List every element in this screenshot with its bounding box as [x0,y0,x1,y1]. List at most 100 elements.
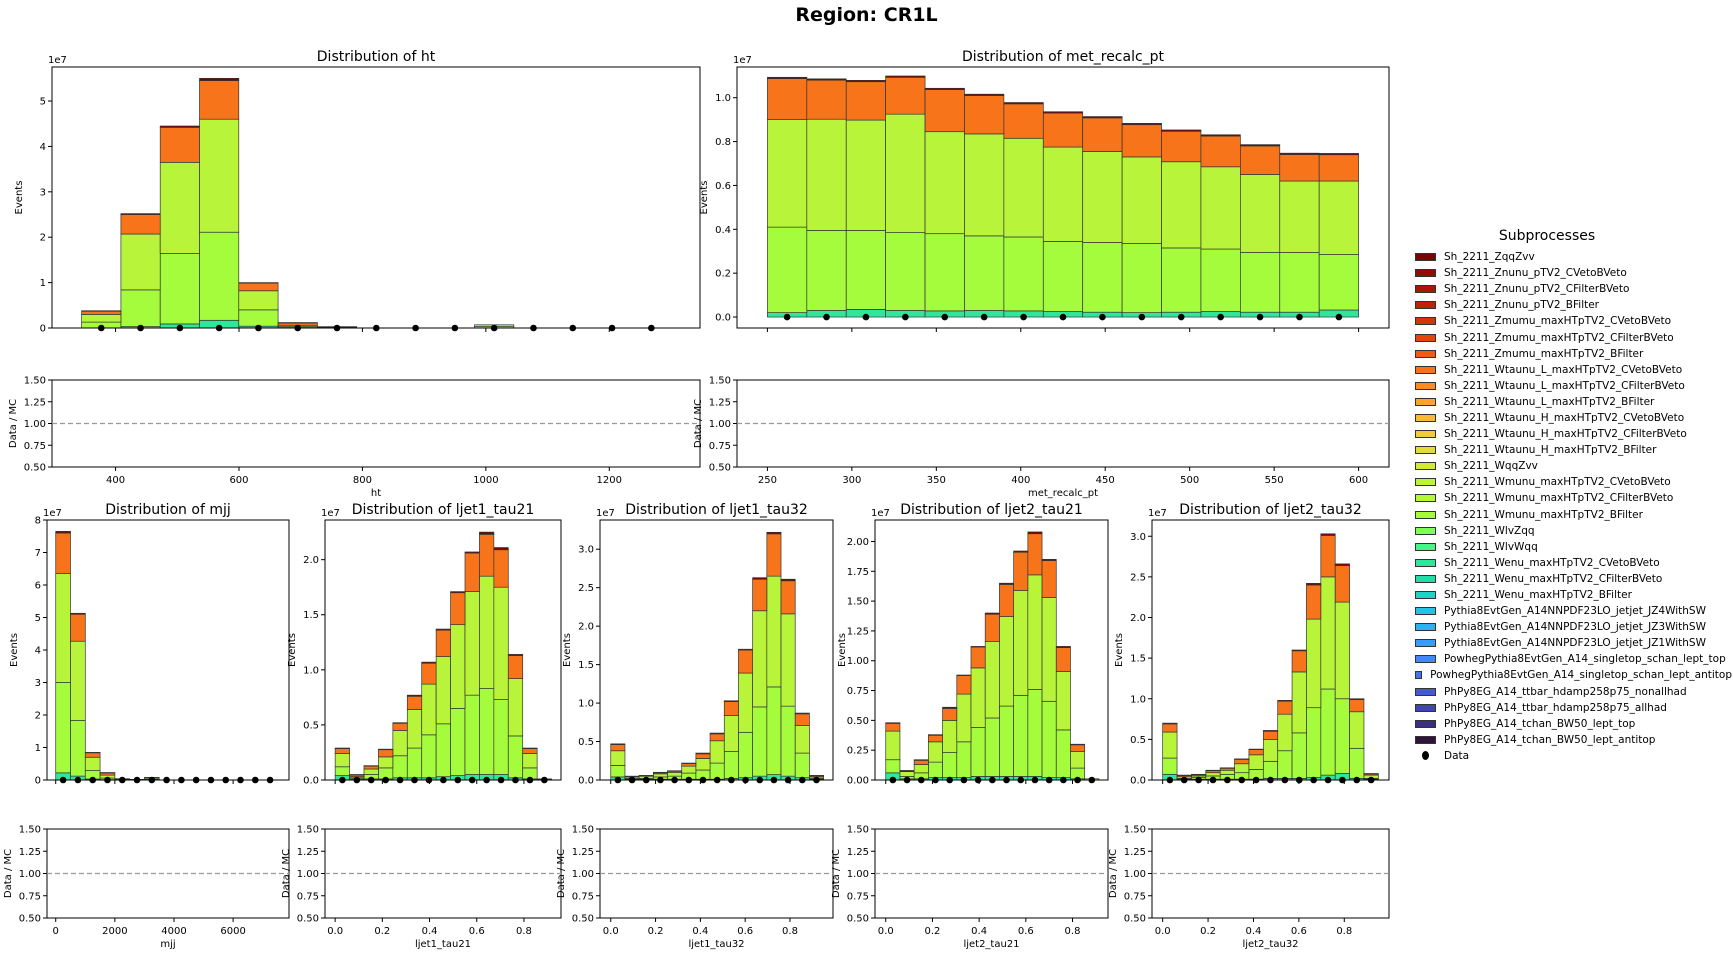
histogram-bar [1279,152,1320,155]
histogram-bar [1291,650,1307,673]
histogram-bar [780,613,796,707]
histogram-bar [1240,144,1281,147]
x-tick-label: 0.0 [1155,926,1171,937]
histogram-bar [652,771,668,774]
histogram-bar [610,744,626,752]
histogram-bar [493,549,509,588]
y-tick-label: 0.5 [578,737,594,748]
y-tick-label: 7 [35,548,41,559]
histogram-bar [913,759,929,765]
y-tick-label: 2.0 [303,555,319,566]
y-tick-label: 0.2 [715,269,731,280]
legend-label: Data [1444,749,1470,762]
histogram-bar [999,616,1014,707]
ratio-y-axis-label: Data / MC [1108,849,1119,898]
histogram-bar [421,662,437,685]
x-tick-label: 0.4 [422,926,438,937]
histogram-bar [55,573,71,683]
histogram-bar [120,213,161,215]
legend-entry: PowhegPythia8EvtGen_A14_singletop_schan_… [1412,651,1732,667]
histogram-bar [464,552,480,592]
histogram-bar [1041,597,1057,702]
histogram-bar [81,310,122,315]
histogram-bar [1219,769,1235,775]
histogram-bar [493,699,509,775]
histogram-bar [435,628,451,631]
histogram-bar [885,75,926,78]
histogram-bar [738,731,753,779]
ratio-y-tick-label: 0.50 [572,914,594,925]
histogram-bar [794,713,810,726]
histogram-bar [845,80,886,83]
histogram-bar [55,531,71,534]
histogram-bar [738,648,753,651]
histogram-bar [1306,584,1322,620]
legend-swatch [1415,365,1436,374]
histogram-bar [1234,763,1250,774]
legend-label: PhPy8EG_A14_ttbar_hdamp258p75_nonallhad [1444,685,1687,698]
y-tick-label: 0.50 [847,716,869,727]
histogram-bar [199,231,240,321]
histogram-bar [956,675,972,695]
ratio-y-tick-label: 0.75 [1124,891,1146,902]
ratio-y-tick-label: 0.75 [572,891,594,902]
histogram-bar [1055,671,1071,731]
y-scale-label: 1e7 [1148,508,1167,519]
histogram-bar [1191,773,1207,776]
legend-label: PowhegPythia8EvtGen_A14_singletop_schan_… [1430,669,1732,682]
ratio-y-tick-label: 1.00 [1124,869,1146,880]
ratio-y-axis-label: Data / MC [831,849,842,898]
histogram-bar [667,770,683,772]
legend: Subprocesses Sh_2211_ZqqZvv Sh_2211_Znunu… [1412,228,1732,764]
histogram-bar [1291,732,1307,779]
ratio-y-tick-label: 1.50 [24,376,46,387]
histogram-bar [1277,700,1293,715]
legend-entry: Sh_2211_Wtaunu_L_maxHTpTV2_CVetoBVeto [1412,362,1732,378]
histogram-bar [1240,251,1281,313]
ratio-y-tick-label: 0.50 [24,463,46,474]
histogram-bar [1248,754,1264,770]
panel-title: Distribution of ht [317,49,436,65]
y-tick-label: 5 [35,613,41,624]
legend-entry-data: Data [1412,748,1732,764]
histogram-bar [1027,533,1043,576]
histogram-bar [928,741,943,763]
legend-entry: Sh_2211_WlvZqq [1412,523,1732,539]
legend-label: Sh_2211_Wmunu_maxHTpTV2_CVetoBVeto [1444,476,1671,489]
histogram-bar [1262,730,1279,740]
histogram-bar [334,748,350,754]
legend-swatch [1415,558,1436,567]
histogram-bar [70,612,86,615]
legend-swatch [1415,349,1436,358]
x-tick-label: 0.6 [1291,926,1307,937]
panel-title: Distribution of mjj [105,502,231,518]
legend-label: Sh_2211_Wenu_maxHTpTV2_CFilterBVeto [1444,572,1663,585]
histogram-bar [1240,174,1281,253]
x-tick-label: 0 [53,926,59,937]
panel-title: Distribution of met_recalc_pt [962,49,1165,65]
histogram-bar [1200,135,1241,168]
histogram-bar [1055,729,1071,778]
legend-swatch [1415,333,1436,342]
histogram-bar [766,686,782,775]
legend-swatch [1415,639,1436,648]
legend-label: Sh_2211_Znunu_pTV2_CVetoBVeto [1444,267,1627,280]
legend-entry: Sh_2211_ZqqZvv [1412,249,1732,265]
histogram-bar [1334,565,1350,603]
histogram-bar [1042,241,1084,312]
histogram-bar [624,775,640,778]
histogram-bar [738,672,753,733]
x-axis-label: mjj [160,939,175,950]
legend-entry: Sh_2211_Wmunu_maxHTpTV2_BFilter [1412,507,1732,523]
histogram-bar [752,578,768,612]
histogram-bar [479,575,495,689]
data-marker-icon [1415,751,1436,761]
ratio-y-tick-label: 1.00 [709,419,731,430]
legend-label: Sh_2211_WqqZvv [1444,460,1538,473]
legend-label: Sh_2211_Wtaunu_H_maxHTpTV2_CVetoBVeto [1444,411,1685,424]
y-tick-label: 1 [40,278,46,289]
histogram-bar [723,751,739,779]
histogram-bar [55,682,71,774]
x-tick-label: 0.4 [1246,926,1262,937]
histogram-bar [885,759,901,774]
